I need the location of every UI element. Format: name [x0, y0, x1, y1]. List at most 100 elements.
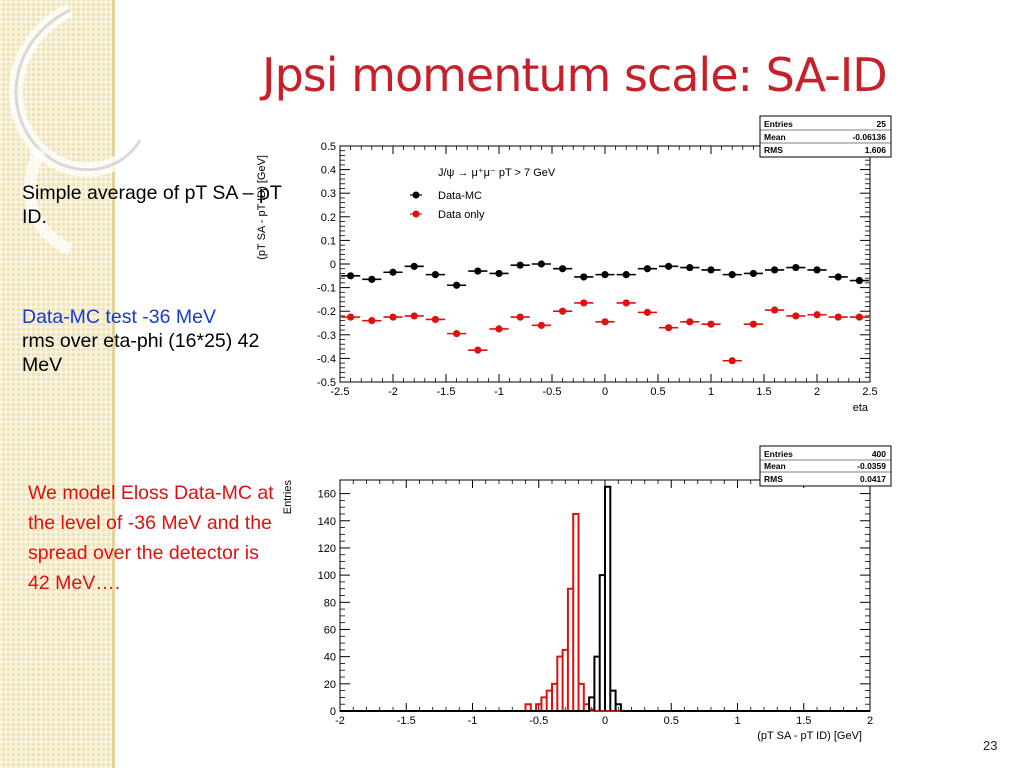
- plot1-point-data-only: [495, 325, 503, 333]
- plot2-y-tick-label: 100: [318, 570, 336, 582]
- plot1-point-data-mc: [368, 275, 376, 283]
- plot1-point-data-mc: [707, 266, 715, 274]
- stat2-label-mean: Mean: [764, 461, 786, 471]
- plot1-point-data-mc: [686, 263, 694, 272]
- plot2-y-tick-label: 60: [324, 624, 336, 636]
- plot1-point-data-only: [559, 307, 567, 315]
- plot1-point-data-only: [855, 313, 864, 321]
- plot1-x-tick-label: -2: [388, 386, 398, 398]
- plot1-point-data-only: [749, 320, 758, 328]
- plot2-x-tick-label: 2: [867, 715, 873, 727]
- plot1-point-data-only: [431, 315, 439, 324]
- plot1-point-data-only: [389, 313, 397, 321]
- stat2-value-mean: -0.0359: [857, 461, 886, 471]
- plot2-y-tick-label: 140: [318, 516, 336, 528]
- stat1-value-mean: -0.06136: [852, 132, 886, 142]
- plot2-histogram-bin: [552, 684, 557, 711]
- text-rms-value: rms over eta-phi (16*25) 42 MeV: [22, 330, 260, 376]
- text-eloss-model: We model Eloss Data-MC at the level of -…: [28, 482, 274, 594]
- plot1-point-data-only: [368, 317, 376, 325]
- plot1-point-data-only: [580, 299, 588, 307]
- plot1-point-data-only: [601, 318, 609, 326]
- plot2-y-tick-label: 80: [324, 597, 336, 609]
- plot2-histogram-bin: [526, 704, 531, 711]
- plot1-point-data-mc: [431, 271, 439, 279]
- plot2-x-tick-label: 1: [734, 715, 740, 727]
- plot2-y-axis-label: Entries: [282, 480, 294, 515]
- plot1-y-tick-label: 0.2: [321, 212, 336, 224]
- plot1-point-data-mc: [771, 266, 779, 274]
- plot2-histogram-bin: [541, 697, 546, 711]
- plot1-x-tick-label: 1.5: [756, 386, 771, 398]
- legend-label-data-mc: Data-MC: [438, 190, 482, 202]
- plot1-point-data-only: [792, 312, 800, 320]
- plot1-stats-box: Entries 25 Mean -0.06136 RMS 1.606: [759, 115, 892, 158]
- stat1-value-rms: 1.606: [865, 145, 887, 155]
- plot1-point-data-mc: [474, 267, 482, 275]
- plot1-legend-title: J/ψ → μ⁺μ⁻ pT > 7 GeV: [438, 167, 556, 179]
- plot1-point-data-only: [707, 320, 715, 328]
- plot2-x-tick-label: 0.5: [664, 715, 679, 727]
- plot1-y-tick-label: -0.5: [317, 377, 336, 389]
- plot2-histogram-bin: [563, 650, 568, 711]
- plot1-y-tick-label: -0.4: [317, 353, 336, 365]
- stat2-value-entries: 400: [872, 449, 886, 459]
- plot1-x-tick-label: -2.5: [331, 386, 350, 398]
- plot2-histogram-bin: [616, 704, 621, 711]
- plot2-histogram-bin: [594, 657, 599, 711]
- legend-label-data-only: Data only: [438, 209, 485, 221]
- plot1-y-tick-label: 0.4: [321, 165, 336, 177]
- plot1-point-data-mc: [749, 269, 758, 278]
- plot1-point-data-mc: [834, 273, 842, 281]
- plot2-y-tick-label: 120: [318, 543, 336, 555]
- plot1-x-tick-label: -1.5: [437, 386, 456, 398]
- plot1-point-data-only: [665, 324, 673, 332]
- plot2-histogram-bin: [568, 589, 573, 711]
- text-data-mc-value: Data-MC test -36 MeV: [22, 306, 216, 328]
- plot1-point-data-mc: [622, 271, 630, 279]
- plot1-point-data-mc: [813, 266, 821, 274]
- plot2-x-axis-label: (pT SA - pT ID) [GeV]: [757, 730, 862, 742]
- plot1-point-data-mc: [665, 262, 673, 270]
- plot1-point-data-mc: [601, 271, 609, 279]
- plot1-y-tick-label: -0.3: [317, 330, 336, 342]
- stat2-label-rms: RMS: [764, 474, 783, 484]
- plot1-x-tick-label: 0.5: [650, 386, 665, 398]
- plot2-y-tick-label: 20: [324, 679, 336, 691]
- plot1-point-data-only: [622, 299, 630, 307]
- plot1-x-tick-label: -1: [494, 386, 504, 398]
- plot2-histogram-bin: [573, 514, 578, 711]
- plot2-histogram-bin: [589, 697, 594, 711]
- plot2-histogram-bin: [579, 684, 584, 711]
- plot1-point-data-mc: [347, 272, 355, 280]
- stat1-label-entries: Entries: [764, 119, 793, 129]
- plot1-y-tick-label: 0.1: [321, 235, 336, 247]
- plot2-histogram-series: [340, 485, 870, 712]
- plot1-point-data-only: [834, 313, 842, 321]
- plot2-histogram-bin: [600, 575, 605, 711]
- plot1-point-data-mc: [516, 261, 524, 269]
- plot2-x-tick-label: -1: [468, 715, 478, 727]
- plot2-x-tick-label: -1.5: [397, 715, 416, 727]
- stat1-value-entries: 25: [877, 119, 887, 129]
- plot1-point-data-mc: [495, 269, 503, 278]
- stat2-value-rms: 0.0417: [860, 474, 886, 484]
- plot1-x-axis-label: eta: [853, 402, 869, 414]
- plot2-histogram-series: [340, 512, 870, 712]
- plot1-y-tick-label: -0.1: [317, 283, 336, 295]
- plot2-histogram-bin: [547, 691, 552, 711]
- plot1-y-tick-label: 0.3: [321, 188, 336, 200]
- plot1-point-data-mc: [580, 273, 588, 281]
- plot1-y-tick-label: -0.2: [317, 306, 336, 318]
- plot1-x-tick-label: 2.5: [862, 386, 877, 398]
- plot1-point-data-only: [686, 318, 694, 326]
- plot1-point-data-only: [347, 313, 355, 321]
- plot1-x-tick-label: 2: [814, 386, 820, 398]
- plot1-point-data-only: [728, 357, 736, 365]
- plot1-point-data-only: [813, 311, 821, 319]
- plot1-x-tick-label: -0.5: [543, 386, 562, 398]
- plot1-point-data-mc: [537, 260, 546, 268]
- plot2-x-tick-label: -0.5: [529, 715, 548, 727]
- plot1-point-data-only: [474, 346, 482, 354]
